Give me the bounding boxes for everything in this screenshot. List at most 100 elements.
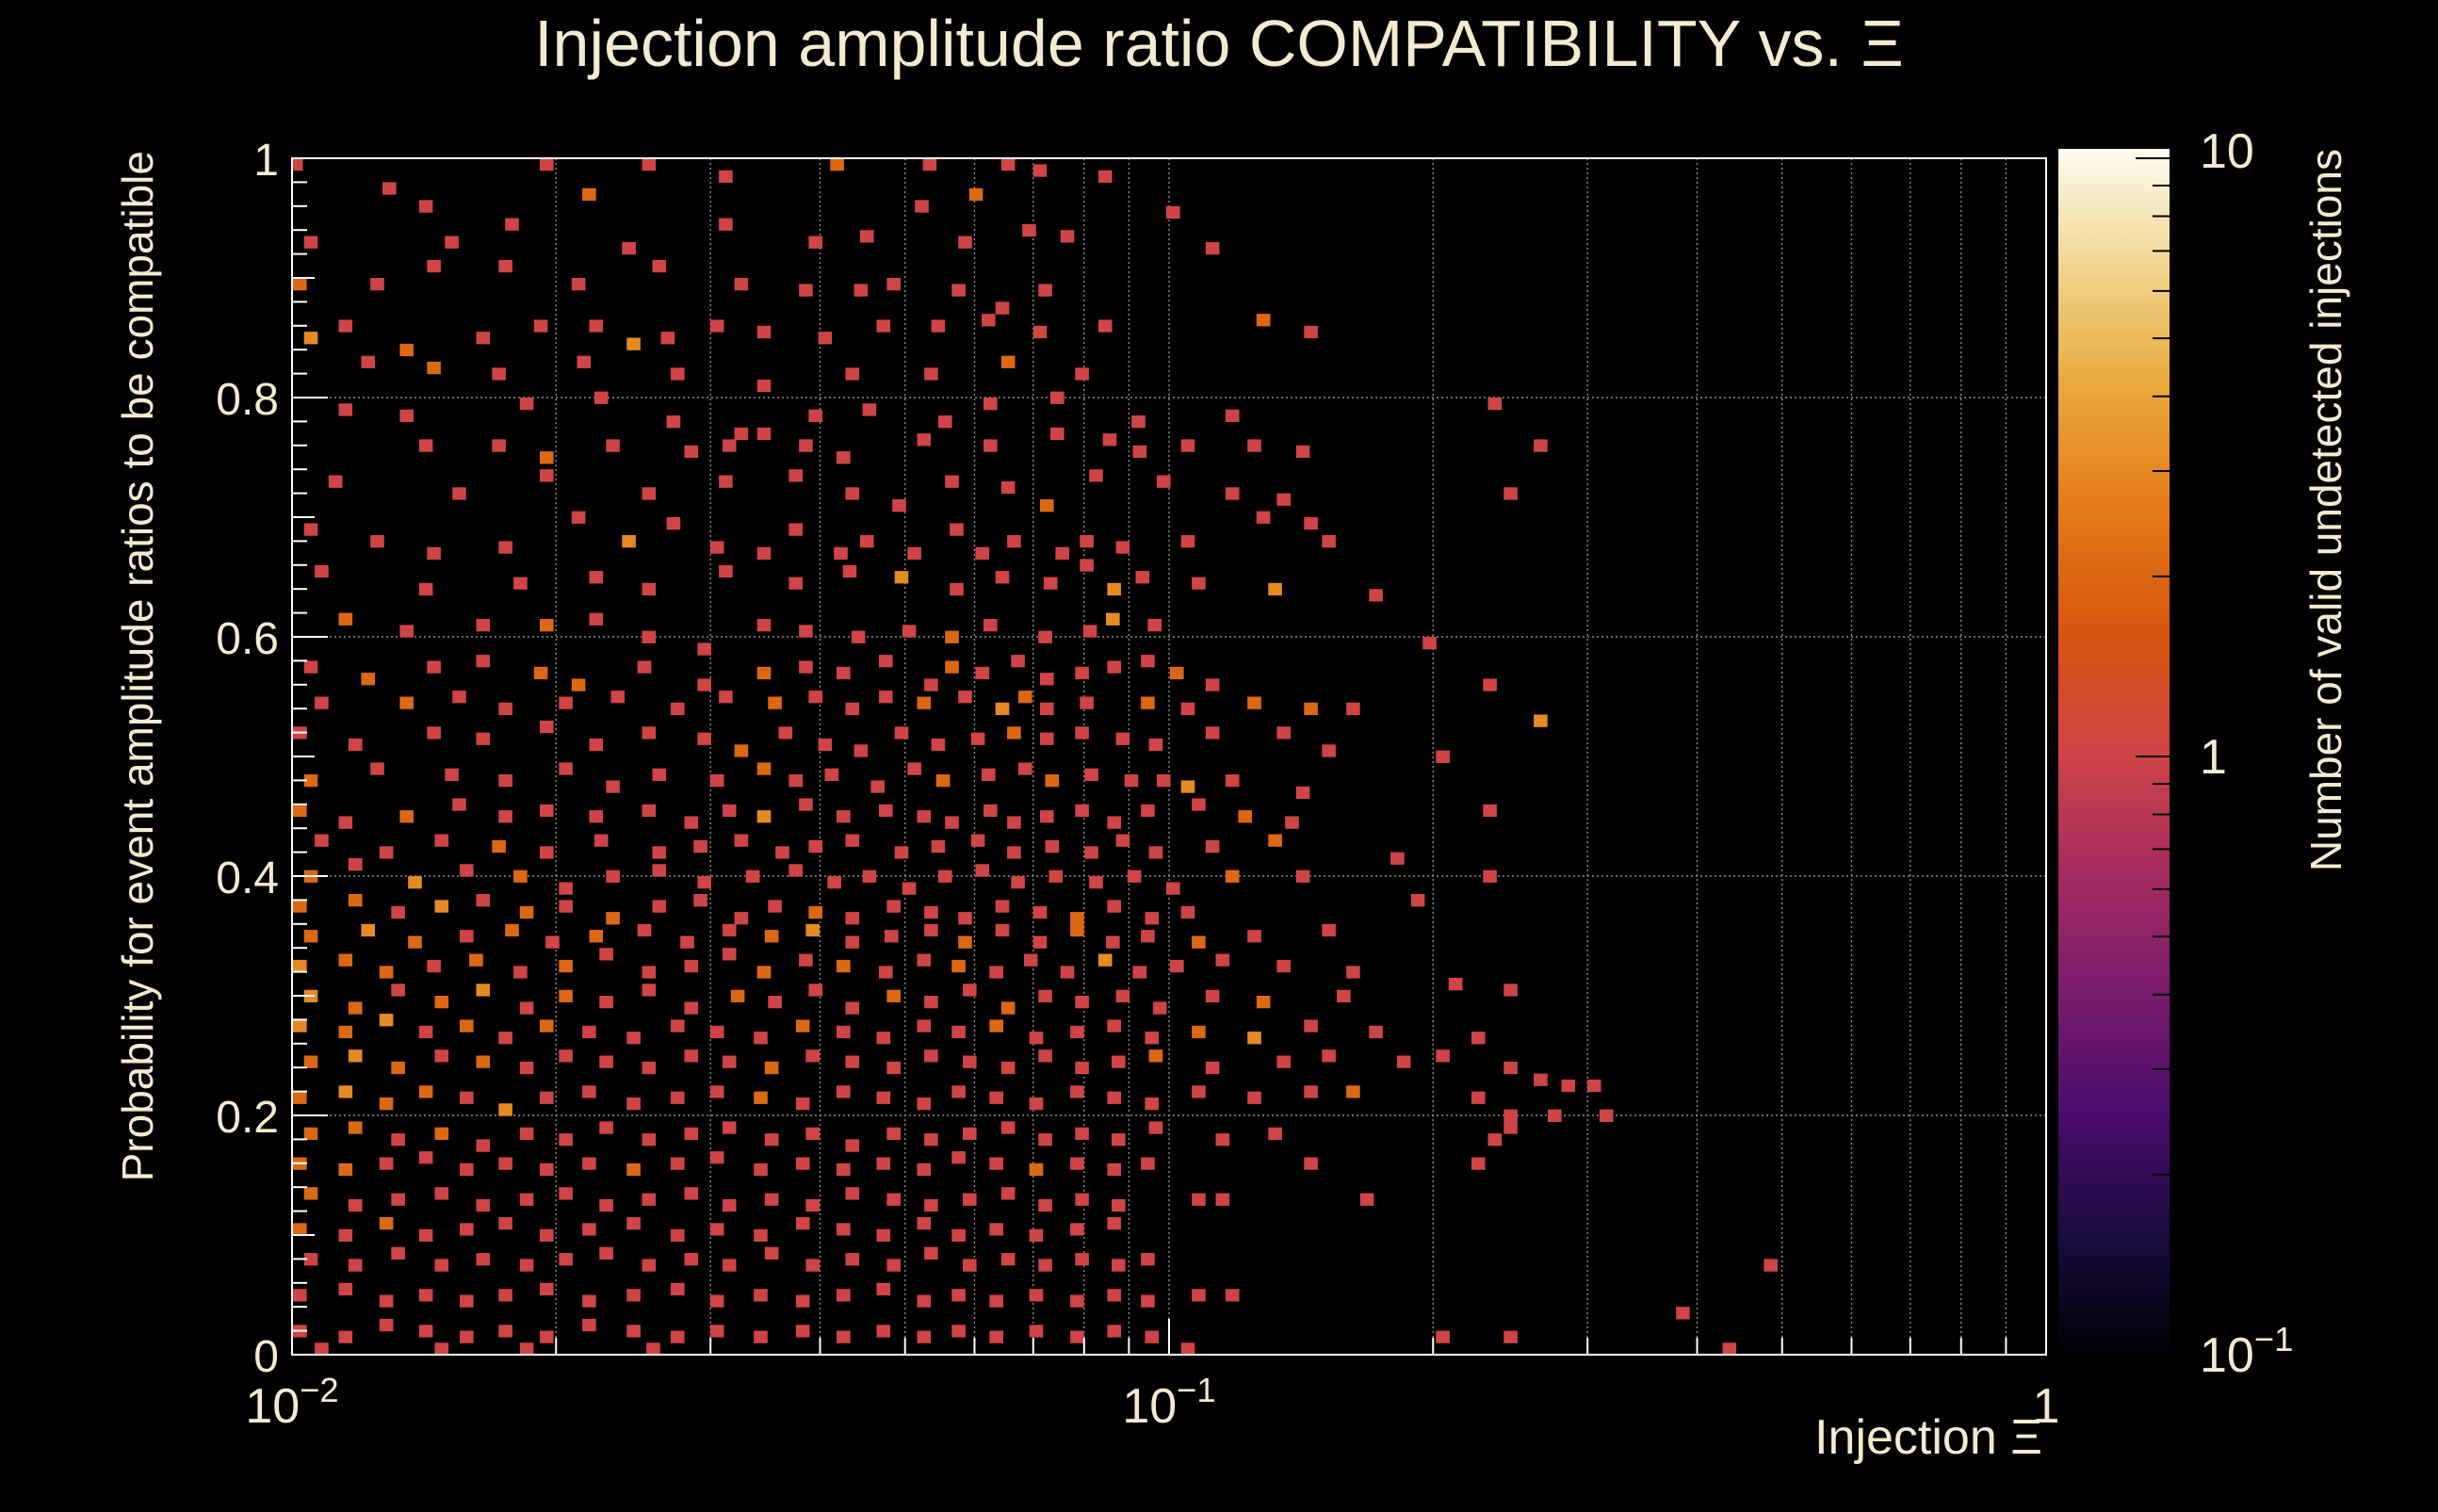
heatmap-cell	[1256, 314, 1271, 327]
heatmap-cell	[788, 523, 803, 536]
heatmap-cell	[671, 1091, 685, 1104]
heatmap-cell	[1180, 439, 1195, 452]
heatmap-cell	[845, 912, 860, 925]
heatmap-cell	[1225, 870, 1240, 883]
heatmap-cell	[338, 612, 353, 626]
heatmap-cell	[963, 1055, 977, 1068]
heatmap-cell	[348, 1121, 363, 1134]
heatmap-cell	[1115, 834, 1130, 847]
y-tick-label: 0.8	[216, 375, 279, 425]
heatmap-cell	[293, 1019, 307, 1032]
heatmap-cell	[469, 953, 483, 967]
heatmap-cell	[582, 1025, 596, 1039]
heatmap-cell	[754, 1330, 768, 1343]
heatmap-cell	[1225, 774, 1240, 788]
x-tick-label: 1	[2033, 1379, 2060, 1434]
heatmap-cell	[795, 1097, 810, 1111]
heatmap-cell	[303, 332, 318, 345]
heatmap-cell	[756, 325, 772, 339]
heatmap-cell	[582, 1157, 596, 1170]
heatmap-cell	[1050, 427, 1065, 441]
heatmap-cell	[642, 630, 657, 643]
heatmap-cell	[599, 1055, 613, 1068]
heatmap-cell	[754, 1289, 768, 1302]
heatmap-cell	[1084, 846, 1098, 859]
heatmap-cell	[1089, 876, 1103, 889]
heatmap-cell	[399, 625, 414, 638]
heatmap-cell	[756, 619, 772, 632]
heatmap-cell	[1534, 1073, 1548, 1086]
heatmap-cell	[1038, 284, 1052, 297]
heatmap-cell	[671, 1019, 685, 1032]
heatmap-cell	[379, 966, 394, 979]
heatmap-cell	[1268, 834, 1282, 847]
heatmap-cell	[1561, 1079, 1576, 1093]
heatmap-cell	[1075, 1253, 1089, 1266]
heatmap-cell	[924, 996, 938, 1009]
heatmap-cell	[593, 834, 609, 847]
heatmap-cell	[642, 1193, 657, 1206]
heatmap-cell	[642, 1061, 657, 1075]
heatmap-cell	[1000, 158, 1016, 171]
colorbar-gradient	[2058, 149, 2170, 1355]
heatmap-cell	[1106, 935, 1120, 949]
heatmap-cell	[788, 469, 803, 482]
heatmap-cell	[338, 403, 353, 416]
heatmap-cell	[924, 678, 938, 691]
heatmap-cell	[1032, 164, 1048, 177]
heatmap-cell	[945, 630, 959, 643]
heatmap-cell	[1256, 511, 1271, 524]
heatmap-cell	[837, 810, 851, 823]
plot-axes: 10−2 10−1 1 0 0.2 0.4 0.6 0.8 1	[216, 136, 2059, 1434]
heatmap-cell	[1304, 1157, 1318, 1170]
heatmap-cell	[1396, 1055, 1411, 1068]
heatmap-cell	[862, 403, 877, 416]
heatmap-cell	[684, 959, 699, 973]
heatmap-cell	[1180, 780, 1195, 793]
heatmap-cell	[1247, 439, 1261, 452]
heatmap-cell	[1070, 1294, 1084, 1308]
heatmap-cell	[876, 319, 891, 333]
heatmap-cell	[1285, 816, 1299, 829]
heatmap-cell	[684, 1187, 699, 1200]
heatmap-cell	[476, 655, 491, 668]
heatmap-cell	[709, 1151, 724, 1164]
heatmap-cell	[1132, 966, 1147, 979]
heatmap-cell	[808, 236, 822, 249]
heatmap-cell	[1225, 1289, 1240, 1302]
heatmap-cell	[498, 1217, 512, 1230]
heatmap-cell	[1029, 1325, 1044, 1338]
heatmap-cell	[842, 564, 857, 578]
heatmap-cell	[1247, 930, 1261, 943]
heatmap-cell	[622, 535, 636, 548]
heatmap-cell	[1487, 398, 1503, 411]
heatmap-cell	[408, 876, 422, 889]
heatmap-cell	[837, 1085, 851, 1098]
heatmap-cell	[830, 158, 844, 171]
heatmap-cell	[1436, 750, 1450, 763]
heatmap-cell	[845, 367, 860, 381]
heatmap-cell	[1322, 535, 1336, 548]
heatmap-cell	[915, 200, 929, 213]
heatmap-cell	[1503, 1061, 1518, 1075]
heatmap-cell	[418, 582, 433, 596]
heatmap-cell	[894, 726, 909, 740]
heatmap-cell	[1304, 517, 1318, 530]
heatmap-cell	[860, 535, 874, 548]
heatmap-cell	[693, 839, 707, 854]
heatmap-cell	[626, 1217, 641, 1230]
heatmap-cell	[370, 535, 384, 548]
heatmap-cell	[505, 923, 519, 937]
heatmap-cell	[1070, 1330, 1084, 1343]
heatmap-cell	[722, 1198, 737, 1212]
heatmap-cell	[1534, 439, 1548, 452]
heatmap-cell	[1192, 798, 1206, 811]
heatmap-cell	[1000, 355, 1016, 368]
heatmap-cell	[768, 900, 782, 913]
heatmap-cell	[533, 666, 548, 680]
heatmap-cell	[559, 989, 573, 1002]
heatmap-cell	[379, 846, 394, 859]
heatmap-cell	[559, 1187, 573, 1200]
heatmap-cell	[983, 398, 998, 411]
heatmap-cell	[837, 1223, 851, 1236]
